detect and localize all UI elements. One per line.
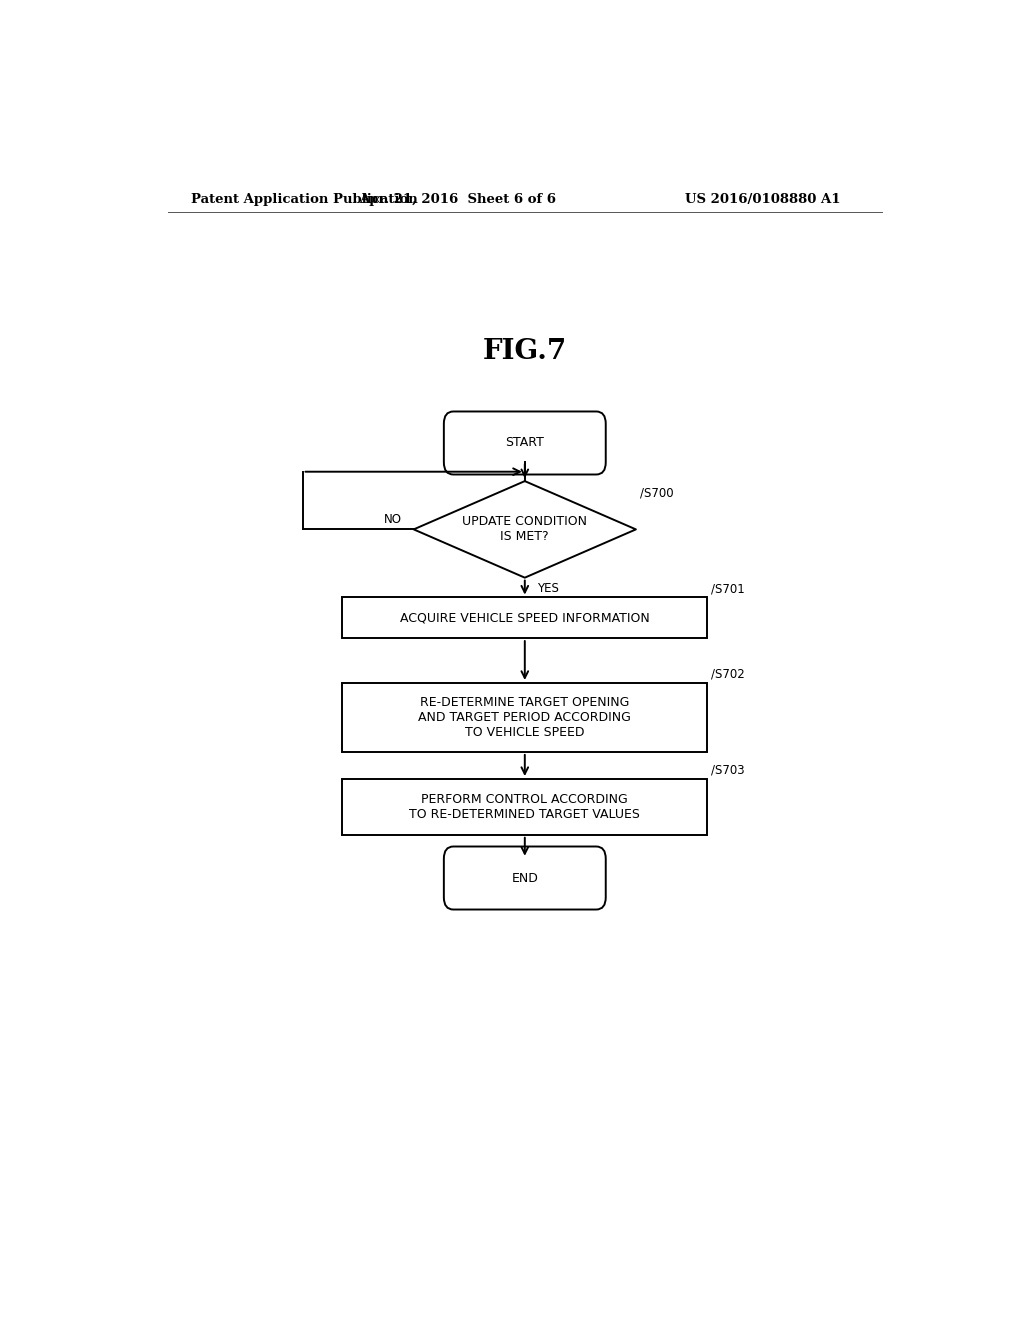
- Text: UPDATE CONDITION
IS MET?: UPDATE CONDITION IS MET?: [462, 515, 588, 544]
- Text: /S702: /S702: [712, 668, 745, 681]
- Text: ACQUIRE VEHICLE SPEED INFORMATION: ACQUIRE VEHICLE SPEED INFORMATION: [400, 611, 649, 624]
- Bar: [342, 779, 708, 834]
- Text: US 2016/0108880 A1: US 2016/0108880 A1: [685, 193, 841, 206]
- FancyBboxPatch shape: [443, 846, 606, 909]
- FancyBboxPatch shape: [443, 412, 606, 474]
- Text: /S703: /S703: [712, 764, 744, 777]
- Text: /S701: /S701: [712, 582, 745, 595]
- Text: Patent Application Publication: Patent Application Publication: [191, 193, 418, 206]
- Text: Apr. 21, 2016  Sheet 6 of 6: Apr. 21, 2016 Sheet 6 of 6: [358, 193, 556, 206]
- Bar: [342, 682, 708, 752]
- Text: PERFORM CONTROL ACCORDING
TO RE-DETERMINED TARGET VALUES: PERFORM CONTROL ACCORDING TO RE-DETERMIN…: [410, 793, 640, 821]
- Polygon shape: [414, 480, 636, 578]
- Text: RE-DETERMINE TARGET OPENING
AND TARGET PERIOD ACCORDING
TO VEHICLE SPEED: RE-DETERMINE TARGET OPENING AND TARGET P…: [419, 696, 631, 739]
- Text: END: END: [511, 871, 539, 884]
- Text: NO: NO: [384, 512, 401, 525]
- Bar: [342, 598, 708, 638]
- Text: YES: YES: [537, 582, 558, 595]
- Text: START: START: [506, 437, 544, 450]
- Text: FIG.7: FIG.7: [482, 338, 567, 366]
- Text: /S700: /S700: [640, 486, 674, 499]
